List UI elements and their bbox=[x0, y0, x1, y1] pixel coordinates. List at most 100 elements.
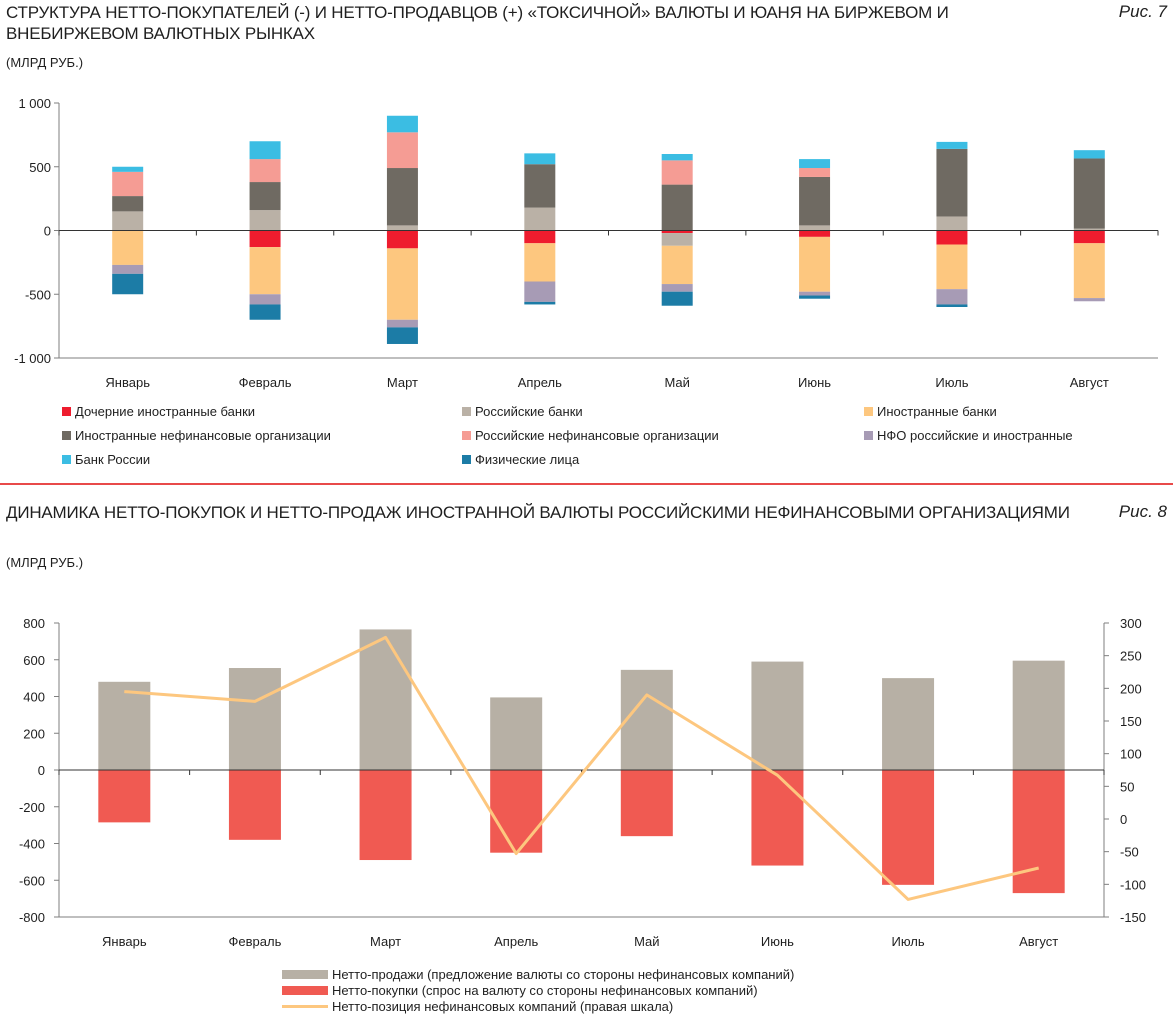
bar-segment bbox=[524, 281, 556, 302]
bar-segment bbox=[661, 154, 693, 161]
bar-segment bbox=[661, 230, 693, 234]
y-tick-label: 600 bbox=[23, 653, 45, 668]
x-tick-label: Март bbox=[370, 934, 401, 949]
y2-tick-label: -100 bbox=[1120, 877, 1146, 892]
separator-line bbox=[0, 483, 1173, 485]
y2-tick-label: 200 bbox=[1120, 681, 1142, 696]
y2-tick-label: 50 bbox=[1120, 779, 1134, 794]
bar-segment bbox=[112, 196, 144, 212]
legend-swatch bbox=[282, 1004, 328, 1008]
y-tick-label: -600 bbox=[19, 873, 45, 888]
legend-label: Физические лица bbox=[475, 452, 580, 467]
x-tick-label: Август bbox=[1070, 375, 1109, 390]
bar bbox=[620, 770, 673, 837]
bar-segment bbox=[386, 225, 418, 231]
bar-segment bbox=[112, 211, 144, 231]
y2-tick-label: -50 bbox=[1120, 845, 1139, 860]
bar-segment bbox=[661, 284, 693, 292]
x-tick-label: Апрель bbox=[494, 934, 538, 949]
bar-segment bbox=[936, 244, 968, 290]
y2-tick-label: -150 bbox=[1120, 910, 1146, 925]
legend-swatch bbox=[62, 407, 71, 416]
legend-item: Банк России bbox=[62, 452, 150, 467]
bar-segment bbox=[112, 166, 144, 172]
bar-segment bbox=[386, 115, 418, 133]
legend-label: Нетто-позиция нефинансовых компаний (пра… bbox=[332, 998, 674, 1014]
y2-tick-label: 300 bbox=[1120, 616, 1142, 631]
legend-label: Российские банки bbox=[475, 404, 583, 419]
bar-segment bbox=[799, 159, 831, 169]
bar bbox=[882, 678, 935, 770]
legend-item: Иностранные нефинансовые организации bbox=[62, 428, 331, 443]
x-tick-label: Август bbox=[1019, 934, 1058, 949]
legend-item: НФО российские и иностранные bbox=[864, 428, 1073, 443]
bar bbox=[620, 669, 673, 770]
y-tick-label: 0 bbox=[38, 763, 45, 778]
y2-tick-label: 0 bbox=[1120, 812, 1127, 827]
y2-tick-label: 150 bbox=[1120, 714, 1142, 729]
fig8-unit: (МЛРД РУБ.) bbox=[6, 555, 84, 570]
legend-swatch bbox=[864, 431, 873, 440]
bar bbox=[359, 629, 412, 770]
legend-swatch bbox=[282, 985, 328, 995]
bar-segment bbox=[799, 295, 831, 299]
legend-label: Нетто-покупки (спрос на валюту со сторон… bbox=[332, 982, 758, 998]
bar bbox=[490, 770, 543, 853]
x-tick-label: Май bbox=[664, 375, 689, 390]
x-tick-label: Февраль bbox=[229, 934, 282, 949]
fig7-label: Рис. 7 bbox=[1118, 2, 1167, 21]
bar-segment bbox=[386, 248, 418, 320]
bar-segment bbox=[249, 182, 281, 211]
bar-segment bbox=[524, 230, 556, 244]
bar-segment bbox=[524, 243, 556, 282]
y-tick-label: -1 000 bbox=[14, 351, 51, 366]
x-tick-label: Апрель bbox=[518, 375, 562, 390]
legend-item: Российские банки bbox=[462, 404, 583, 419]
bar-segment bbox=[1073, 150, 1105, 159]
legend-label: Банк России bbox=[75, 452, 151, 467]
legend-item: Физические лица bbox=[462, 452, 579, 467]
chart-fig7: 1 000 500 0 -500 -1 000 Январь Февраль Март Апре… bbox=[14, 96, 1159, 390]
bar-segment bbox=[936, 216, 968, 231]
y-tick-label: -200 bbox=[19, 800, 45, 815]
legend-swatch bbox=[462, 407, 471, 416]
bar-segment bbox=[661, 245, 693, 285]
y-tick-label: 1 000 bbox=[18, 96, 51, 111]
bar-segment bbox=[112, 171, 144, 197]
x-tick-label: Март bbox=[387, 375, 418, 390]
bar-segment bbox=[249, 294, 281, 305]
fig7-unit: (МЛРД РУБ.) bbox=[6, 55, 84, 70]
legend-item: Иностранные банки bbox=[864, 404, 997, 419]
bar-segment bbox=[249, 141, 281, 160]
legend-swatch bbox=[462, 455, 471, 464]
x-tick-label: Февраль bbox=[239, 375, 292, 390]
y-tick-label: 200 bbox=[23, 726, 45, 741]
x-tick-label: Май bbox=[634, 934, 659, 949]
bar-segment bbox=[249, 230, 281, 248]
bar-segment bbox=[1073, 298, 1105, 302]
bar bbox=[1012, 770, 1065, 894]
bar-segment bbox=[799, 225, 831, 231]
bar-segment bbox=[799, 291, 831, 296]
x-tick-label: Январь bbox=[105, 375, 150, 390]
legend-item: Российские нефинансовые организации bbox=[462, 428, 719, 443]
bar-segment bbox=[249, 304, 281, 320]
bar-segment bbox=[1073, 228, 1105, 231]
legend-label: Российские нефинансовые организации bbox=[475, 428, 719, 443]
fig8-legend: Нетто-продажи (предложение валюты со сто… bbox=[282, 966, 794, 1014]
bar-segment bbox=[386, 132, 418, 169]
legend-label: Дочерние иностранные банки bbox=[75, 404, 256, 419]
legend-swatch bbox=[62, 455, 71, 464]
x-tick-label: Июль bbox=[935, 375, 968, 390]
bar-segment bbox=[1073, 158, 1105, 229]
bar-segment bbox=[524, 164, 556, 208]
bar-segment bbox=[936, 230, 968, 245]
bar-segment bbox=[524, 301, 556, 305]
bar-segment bbox=[524, 207, 556, 231]
bar-segment bbox=[936, 141, 968, 149]
legend-item: Нетто-позиция нефинансовых компаний (пра… bbox=[282, 998, 794, 1014]
bar-segment bbox=[386, 168, 418, 226]
bar-segment bbox=[112, 273, 144, 295]
bar-segment bbox=[799, 230, 831, 237]
y-tick-label: 800 bbox=[23, 616, 45, 631]
